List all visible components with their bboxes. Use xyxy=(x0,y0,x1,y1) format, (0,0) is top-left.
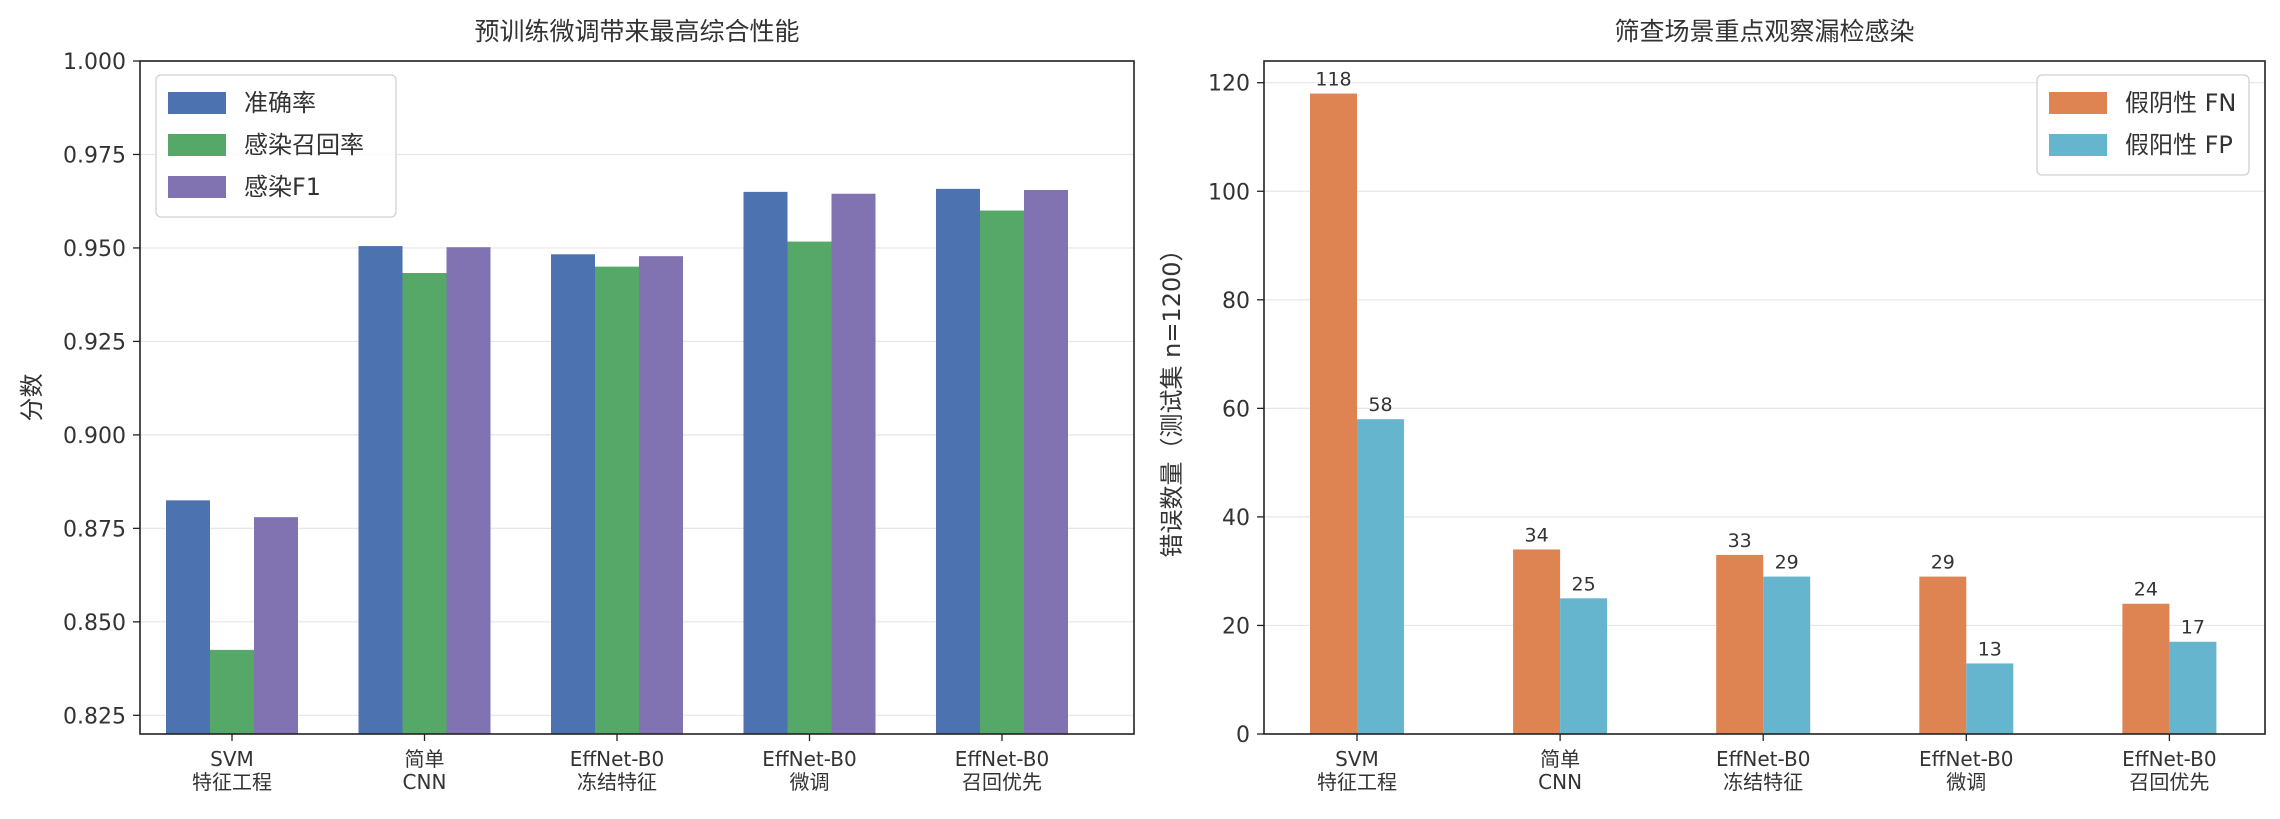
y-tick-label: 0.925 xyxy=(63,330,126,355)
legend-label: 感染F1 xyxy=(244,173,321,201)
bar-value-label: 29 xyxy=(1931,552,1955,574)
bar xyxy=(358,246,403,734)
x-tick-label: 冻结特征 xyxy=(577,770,657,794)
chart-title: 预训练微调带来最高综合性能 xyxy=(474,17,799,46)
plot-frame xyxy=(139,60,1135,735)
bar-value-label: 17 xyxy=(2181,617,2205,639)
legend-swatch xyxy=(168,134,226,156)
y-tick-label: 0.975 xyxy=(63,143,126,168)
bar xyxy=(1513,549,1561,734)
y-tick-label: 40 xyxy=(1222,506,1250,531)
x-tick-label: EffNet-B0 xyxy=(570,747,664,771)
x-tick-label: SVM xyxy=(1335,747,1379,771)
y-tick-label: 0.900 xyxy=(63,424,126,449)
bar xyxy=(254,517,298,734)
bar xyxy=(1966,663,2014,734)
x-tick-label: 召回优先 xyxy=(962,770,1042,794)
x-tick-label: EffNet-B0 xyxy=(955,747,1049,771)
y-tick-label: 0.825 xyxy=(63,704,126,729)
y-tick-label: 0.850 xyxy=(63,611,126,636)
legend-swatch xyxy=(168,176,226,198)
x-tick-label: 冻结特征 xyxy=(1723,770,1803,794)
bar xyxy=(1919,576,1967,734)
chart-panel-1: 0.825 0.850 0.875 0.900 0.925 0.950 0.975 1.000… xyxy=(18,17,1135,794)
bar-value-label: 58 xyxy=(1368,394,1392,416)
y-tick-label: 20 xyxy=(1222,614,1250,639)
x-tick-label: EffNet-B0 xyxy=(2122,747,2216,771)
bar xyxy=(446,247,491,735)
legend-swatch xyxy=(2049,134,2107,156)
legend-swatch xyxy=(168,92,226,114)
x-tick-label: 特征工程 xyxy=(1317,770,1397,794)
bar-value-label: 29 xyxy=(1775,552,1799,574)
plot-frame xyxy=(1263,60,2266,735)
bar xyxy=(787,241,832,735)
bar xyxy=(2169,641,2217,734)
bar xyxy=(1024,189,1068,734)
legend: 假阴性 FN 假阳性 FP xyxy=(2036,74,2250,176)
x-tick-label: 简单 xyxy=(1540,747,1580,771)
bar xyxy=(1310,93,1357,734)
y-tick-label: 100 xyxy=(1208,180,1250,205)
bar xyxy=(980,210,1024,735)
x-tick-label: CNN xyxy=(1538,770,1582,794)
bar xyxy=(402,272,447,734)
x-tick-label: CNN xyxy=(403,770,447,794)
x-tick-label: 召回优先 xyxy=(2129,770,2209,794)
x-tick-label: 微调 xyxy=(790,770,830,794)
y-tick-label: 1.000 xyxy=(63,50,126,75)
bar-value-label: 24 xyxy=(2134,579,2158,601)
bar xyxy=(551,254,595,735)
bar-value-label: 13 xyxy=(1978,638,2002,660)
x-tick-label: EffNet-B0 xyxy=(1716,747,1810,771)
y-tick-label: 0 xyxy=(1236,723,1250,748)
bar xyxy=(936,188,980,734)
bar-value-label: 25 xyxy=(1572,573,1596,595)
legend-swatch xyxy=(2049,92,2107,114)
bar xyxy=(743,191,788,735)
chart-title: 筛查场景重点观察漏检感染 xyxy=(1614,17,1914,46)
bar-value-label: 34 xyxy=(1525,524,1549,546)
bar xyxy=(166,500,210,734)
x-tick-label: EffNet-B0 xyxy=(1919,747,2013,771)
bar xyxy=(1716,554,1764,734)
legend-label: 准确率 xyxy=(244,89,316,117)
legend-label: 假阳性 FP xyxy=(2125,131,2233,159)
x-tick-label: 微调 xyxy=(1946,770,1986,794)
y-axis-label: 错误数量（测试集 n=1200） xyxy=(1158,237,1186,557)
bar xyxy=(831,193,876,734)
legend-label: 假阴性 FN xyxy=(2125,89,2236,117)
x-tick-label: 简单 xyxy=(405,747,445,771)
y-tick-label: 60 xyxy=(1222,397,1250,422)
y-axis-label: 分数 xyxy=(18,374,46,422)
bar xyxy=(595,266,639,734)
y-tick-label: 0.875 xyxy=(63,517,126,542)
x-tick-label: EffNet-B0 xyxy=(762,747,856,771)
x-tick-label: SVM xyxy=(210,747,254,771)
bar xyxy=(1763,576,1811,734)
bar xyxy=(2122,603,2170,734)
y-tick-label: 120 xyxy=(1208,72,1250,97)
bar xyxy=(1560,598,1608,734)
x-tick-label: 特征工程 xyxy=(192,770,272,794)
bar-value-label: 118 xyxy=(1315,69,1351,91)
y-tick-label: 0.950 xyxy=(63,237,126,262)
bar xyxy=(1357,419,1404,734)
bar-value-label: 33 xyxy=(1728,530,1752,552)
y-tick-label: 80 xyxy=(1222,289,1250,314)
bar xyxy=(210,649,254,734)
legend-label: 感染召回率 xyxy=(244,131,364,159)
bar xyxy=(639,256,683,734)
